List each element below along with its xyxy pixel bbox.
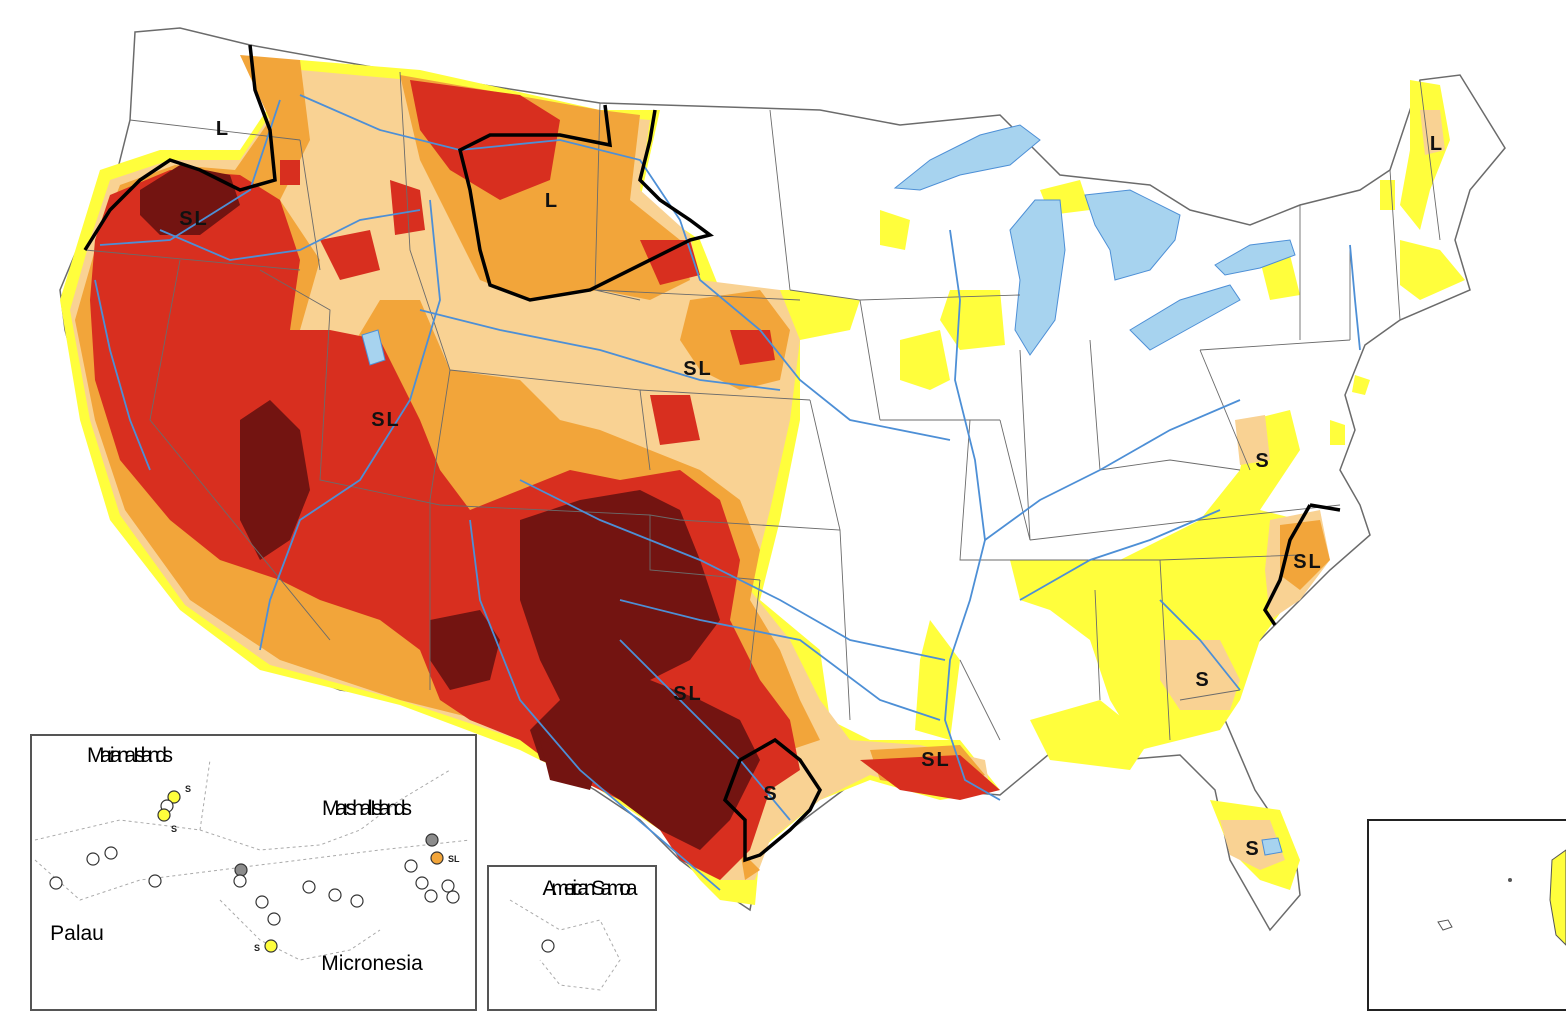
rivers bbox=[94, 94, 1361, 891]
lake-michigan bbox=[1009, 199, 1066, 356]
lake-huron bbox=[1084, 189, 1181, 281]
lake-superior bbox=[893, 124, 1041, 191]
island-impact-label: SL bbox=[448, 854, 460, 864]
brazos-river bbox=[619, 639, 791, 821]
lake-ontario bbox=[1214, 239, 1296, 276]
tennessee-river bbox=[1019, 509, 1221, 601]
impact-label: L bbox=[216, 118, 230, 140]
impact-label: S bbox=[763, 783, 778, 805]
impact-label: S bbox=[1195, 669, 1210, 691]
lake-okeechobee bbox=[1261, 837, 1283, 856]
island-impact-label: S bbox=[185, 784, 191, 794]
impact-boundaries bbox=[83, 44, 1341, 863]
missouri-river bbox=[299, 94, 951, 441]
impact-label: S bbox=[1245, 838, 1260, 860]
ohio-river bbox=[984, 399, 1241, 541]
impact-label: SL bbox=[1293, 551, 1323, 573]
hawaii-island-kauai bbox=[1437, 919, 1453, 931]
inset-label-micronesia: Micronesia bbox=[321, 952, 423, 975]
savannah-river bbox=[1159, 599, 1241, 691]
hawaii-inset bbox=[1367, 819, 1566, 1011]
inset-label-mariana: Mariana Islands bbox=[87, 744, 173, 767]
island-impact-label: S bbox=[171, 824, 177, 834]
island-impact-label: S bbox=[254, 943, 260, 953]
inset-label-american-samoa: American Samoa bbox=[543, 877, 638, 900]
impact-labels: L SL L SL SL SL SL S S SL S S L bbox=[179, 118, 1444, 860]
lake-erie bbox=[1129, 284, 1241, 351]
hawaii-island-east bbox=[1549, 849, 1566, 946]
red-river bbox=[619, 599, 941, 721]
impact-label: S bbox=[1255, 450, 1270, 472]
snake-river bbox=[159, 209, 421, 261]
impact-label: SL bbox=[371, 409, 401, 431]
arkansas-river bbox=[519, 479, 946, 661]
great-salt-lake bbox=[361, 329, 386, 366]
rio-grande bbox=[469, 519, 721, 891]
columbia-river bbox=[99, 99, 281, 246]
impact-label: L bbox=[545, 190, 559, 212]
impact-label: SL bbox=[683, 358, 713, 380]
inset-label-marshall: Marshall Islands bbox=[322, 797, 412, 820]
state-borders bbox=[84, 71, 1441, 741]
great-lakes bbox=[361, 124, 1296, 856]
mississippi-river bbox=[944, 229, 1001, 801]
impact-label: L bbox=[1430, 133, 1444, 155]
impact-label: SL bbox=[179, 208, 209, 230]
hudson-river bbox=[1349, 244, 1361, 351]
impact-label: SL bbox=[921, 749, 951, 771]
pacific-islands-inset: Mariana Islands Marshall Islands Palau M… bbox=[30, 734, 477, 1011]
drought-d4-areas bbox=[140, 165, 760, 850]
american-samoa-inset: American Samoa bbox=[487, 865, 657, 1011]
colorado-river bbox=[259, 199, 441, 651]
sacramento-river bbox=[94, 279, 151, 471]
impact-label: SL bbox=[673, 683, 703, 705]
inset-label-palau: Palau bbox=[50, 922, 104, 945]
island-markers bbox=[49, 790, 460, 953]
platte-river bbox=[419, 309, 781, 391]
